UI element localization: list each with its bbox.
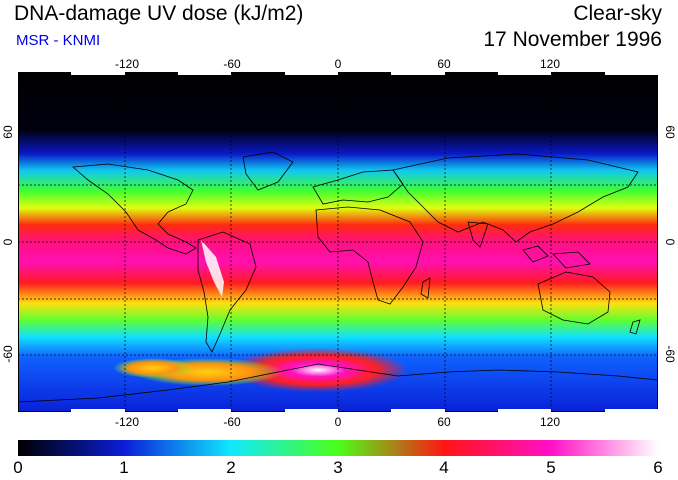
colorbar-label: 4 bbox=[439, 458, 449, 477]
lon-tick-bottom: 60 bbox=[437, 415, 451, 429]
colorbar-label: 5 bbox=[546, 458, 556, 477]
lon-tick-top: 120 bbox=[539, 57, 561, 71]
colorbar-label: 0 bbox=[13, 458, 23, 477]
sky-condition: Clear-sky bbox=[573, 2, 662, 25]
lat-tick-right: 60 bbox=[663, 125, 677, 139]
map-title: DNA-damage UV dose (kJ/m2) bbox=[14, 2, 304, 25]
map-date: 17 November 1996 bbox=[483, 28, 662, 51]
lat-tick-right: 0 bbox=[663, 238, 677, 246]
lon-tick-top: -60 bbox=[223, 57, 241, 71]
colorbar bbox=[18, 440, 658, 456]
lat-tick-left: 0 bbox=[1, 238, 15, 246]
lon-tick-bottom: -120 bbox=[114, 415, 140, 429]
uv-dose-map bbox=[18, 72, 658, 412]
colorbar-label: 2 bbox=[226, 458, 236, 477]
lon-tick-top: -120 bbox=[114, 57, 140, 71]
colorbar-label: 6 bbox=[653, 458, 663, 477]
map-subtitle: MSR - KNMI bbox=[16, 32, 101, 49]
lat-tick-left: 60 bbox=[1, 125, 15, 139]
lon-tick-top: 0 bbox=[334, 57, 342, 71]
lat-tick-right: -60 bbox=[663, 345, 677, 363]
lon-tick-bottom: -60 bbox=[223, 415, 241, 429]
lat-tick-left: -60 bbox=[1, 345, 15, 363]
colorbar-label: 1 bbox=[119, 458, 129, 477]
colorbar-label: 3 bbox=[333, 458, 343, 477]
lon-tick-bottom: 120 bbox=[539, 415, 561, 429]
lon-tick-top: 60 bbox=[437, 57, 451, 71]
lon-tick-bottom: 0 bbox=[334, 415, 342, 429]
